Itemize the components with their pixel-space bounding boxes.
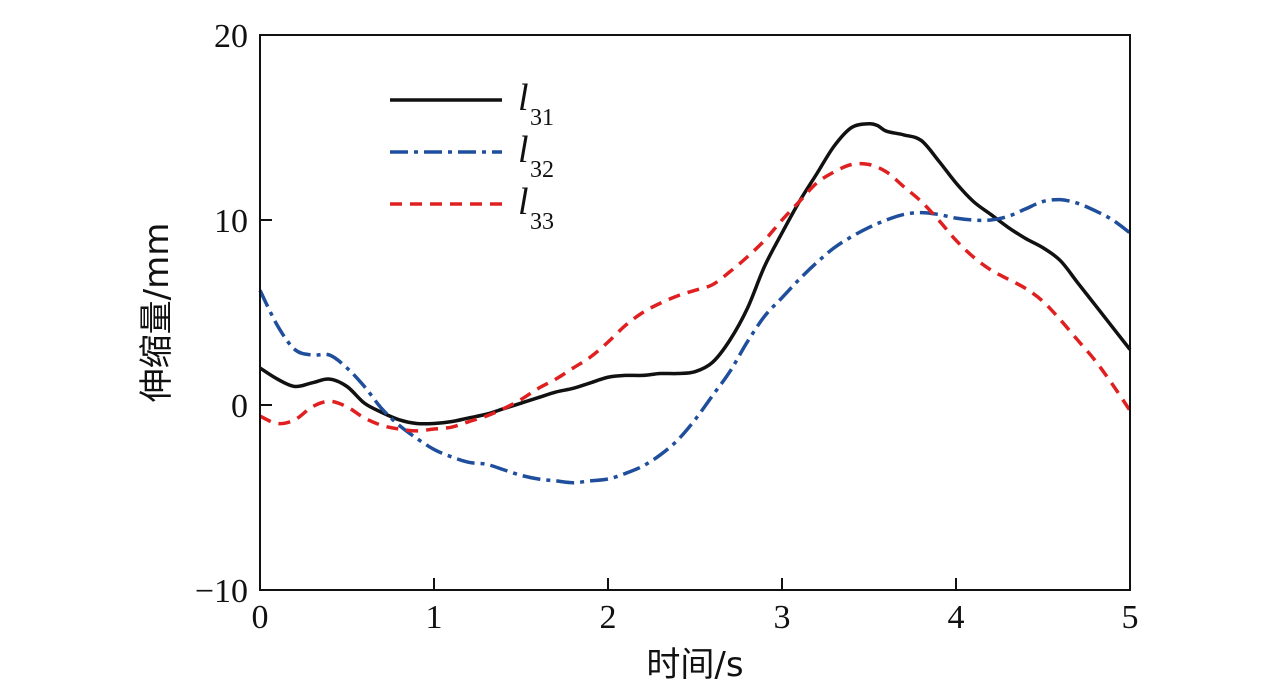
plot-frame <box>259 34 1131 591</box>
legend-label-subscript: 32 <box>530 157 554 183</box>
series-lines <box>258 121 1132 485</box>
legend-label-subscript: 33 <box>530 209 554 235</box>
y-axis-title: 伸缩量/mm <box>137 223 177 403</box>
y-tick-label: 10 <box>214 203 248 240</box>
x-tick-label: 0 <box>252 599 269 636</box>
series-line-l31 <box>259 121 1132 426</box>
x-tick-label: 5 <box>1122 599 1139 636</box>
legend: l 31l 32l 33 <box>390 77 554 235</box>
x-tick-label: 2 <box>600 599 617 636</box>
x-tick-label: 3 <box>774 599 791 636</box>
y-tick-label: −10 <box>195 573 248 610</box>
legend-label-subscript: 31 <box>530 105 554 131</box>
legend-label: l <box>518 77 529 119</box>
legend-label: l <box>518 181 529 223</box>
y-tick-label: 0 <box>231 388 248 425</box>
y-tick-label: 20 <box>214 18 248 55</box>
x-tick-label: 1 <box>426 599 443 636</box>
axis-ticks <box>259 34 1131 591</box>
series-line-l33 <box>259 161 1132 433</box>
x-tick-label: 4 <box>948 599 965 636</box>
series-line-l32 <box>258 197 1132 485</box>
x-axis-title: 时间/s <box>646 645 743 685</box>
legend-label: l <box>518 129 529 171</box>
